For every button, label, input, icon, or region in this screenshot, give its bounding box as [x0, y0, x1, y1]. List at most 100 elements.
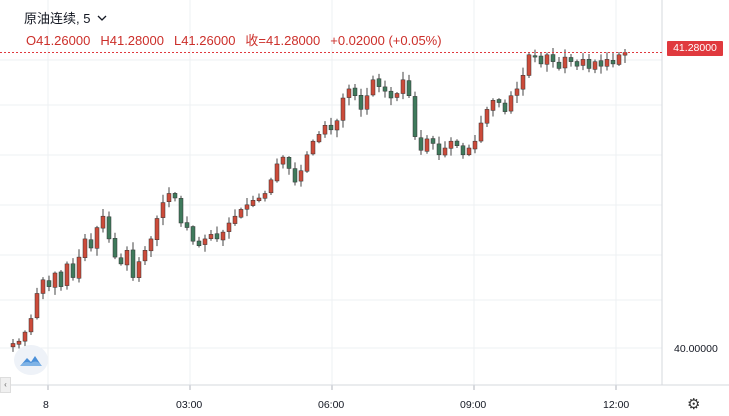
x-axis-label: 03:00 — [176, 399, 203, 411]
candle-body — [496, 99, 502, 103]
cloud-logo-icon[interactable] — [14, 345, 48, 375]
candle-body — [64, 263, 70, 286]
candle-body — [268, 179, 274, 194]
candle-body — [172, 193, 178, 199]
candle-body — [298, 170, 304, 182]
candle-body — [160, 202, 166, 218]
candle-body — [124, 250, 130, 266]
candle-body — [532, 55, 538, 58]
candle-body — [604, 59, 610, 67]
candle-body — [340, 97, 346, 121]
candle-body — [478, 122, 484, 142]
candles — [10, 48, 628, 352]
candle-body — [382, 86, 388, 92]
y-axis-label: 40.00000 — [674, 343, 718, 355]
candle-body — [526, 54, 532, 76]
candle-body — [418, 137, 424, 151]
candle-body — [334, 120, 340, 131]
candle-body — [520, 75, 526, 90]
candle-body — [76, 256, 82, 279]
candle-body — [574, 61, 580, 67]
candle-body — [322, 125, 328, 135]
candle-body — [58, 271, 64, 287]
candle-body — [196, 240, 202, 246]
candle-body — [274, 163, 280, 182]
change-value: +0.02000 (+0.05%) — [330, 33, 442, 48]
candle-body — [352, 87, 358, 96]
candle-body — [220, 231, 226, 241]
candle-body — [460, 145, 466, 156]
candle-body — [376, 78, 382, 87]
candle-body — [454, 140, 460, 146]
candle-body — [550, 54, 556, 62]
candle-body — [154, 218, 160, 240]
candle-body — [364, 95, 370, 110]
candle-body — [238, 209, 244, 218]
candle-body — [256, 197, 262, 202]
candle-body — [292, 168, 298, 183]
candle-body — [244, 204, 250, 210]
candle-body — [424, 138, 430, 152]
candle-body — [514, 88, 520, 96]
candle-body — [568, 57, 574, 62]
candle-body — [304, 154, 310, 172]
candle-body — [466, 147, 472, 156]
candle-body — [598, 60, 604, 67]
symbol-title[interactable]: 原油连续 — [24, 11, 77, 26]
close-value: 收=41.28000 — [245, 33, 321, 48]
candle-body — [190, 226, 196, 242]
candle-body — [88, 239, 94, 249]
candle-body — [16, 340, 22, 345]
candle-body — [166, 193, 172, 202]
candle-body — [616, 54, 622, 65]
candle-body — [232, 215, 238, 224]
candle-body — [52, 272, 58, 288]
candle-body — [472, 140, 478, 150]
low-value: L41.26000 — [173, 33, 236, 48]
candle-body — [208, 234, 214, 239]
scroll-left-button[interactable]: ‹ — [0, 377, 11, 393]
candle-body — [538, 55, 544, 65]
x-axis-label: 09:00 — [460, 399, 487, 411]
candle-body — [586, 59, 592, 69]
candle-body — [262, 193, 268, 199]
candle-body — [280, 156, 286, 165]
candle-body — [310, 140, 316, 155]
candle-body — [436, 143, 442, 156]
candle-body — [46, 280, 52, 287]
candle-body — [508, 95, 514, 112]
gear-icon[interactable]: ⚙ — [687, 396, 701, 413]
candle-body — [394, 93, 400, 98]
candle-body — [484, 109, 490, 124]
grid — [0, 0, 662, 390]
candle-body — [100, 215, 106, 229]
open-value: O41.26000 — [26, 33, 91, 48]
candle-body — [442, 147, 448, 156]
candle-body — [214, 233, 220, 240]
candle-body — [562, 56, 568, 69]
x-axis-label: 12:00 — [603, 399, 630, 411]
candle-body — [544, 54, 550, 65]
candle-body — [412, 96, 418, 137]
chevron-down-icon[interactable] — [97, 14, 107, 22]
candle-body — [106, 216, 112, 240]
high-value: H41.28000 — [100, 33, 164, 48]
candle-body — [130, 249, 136, 278]
candle-body — [178, 198, 184, 224]
candle-body — [136, 261, 142, 278]
candle-body — [556, 61, 562, 69]
candle-body — [82, 238, 88, 258]
candle-body — [580, 59, 586, 66]
candle-body — [286, 157, 292, 169]
chart-legend[interactable]: 原油连续, 5 — [24, 8, 107, 28]
candle-body — [448, 140, 454, 149]
candle-body — [358, 95, 364, 110]
candle-body — [118, 257, 124, 265]
candle-body — [202, 238, 208, 245]
candle-body — [430, 138, 436, 144]
candle-body — [610, 60, 616, 65]
ohlc-values: O41.26000 H41.28000 L41.26000 收=41.28000 +0.… — [26, 30, 452, 49]
candle-body — [502, 102, 508, 112]
interval-label[interactable]: 5 — [83, 11, 91, 26]
